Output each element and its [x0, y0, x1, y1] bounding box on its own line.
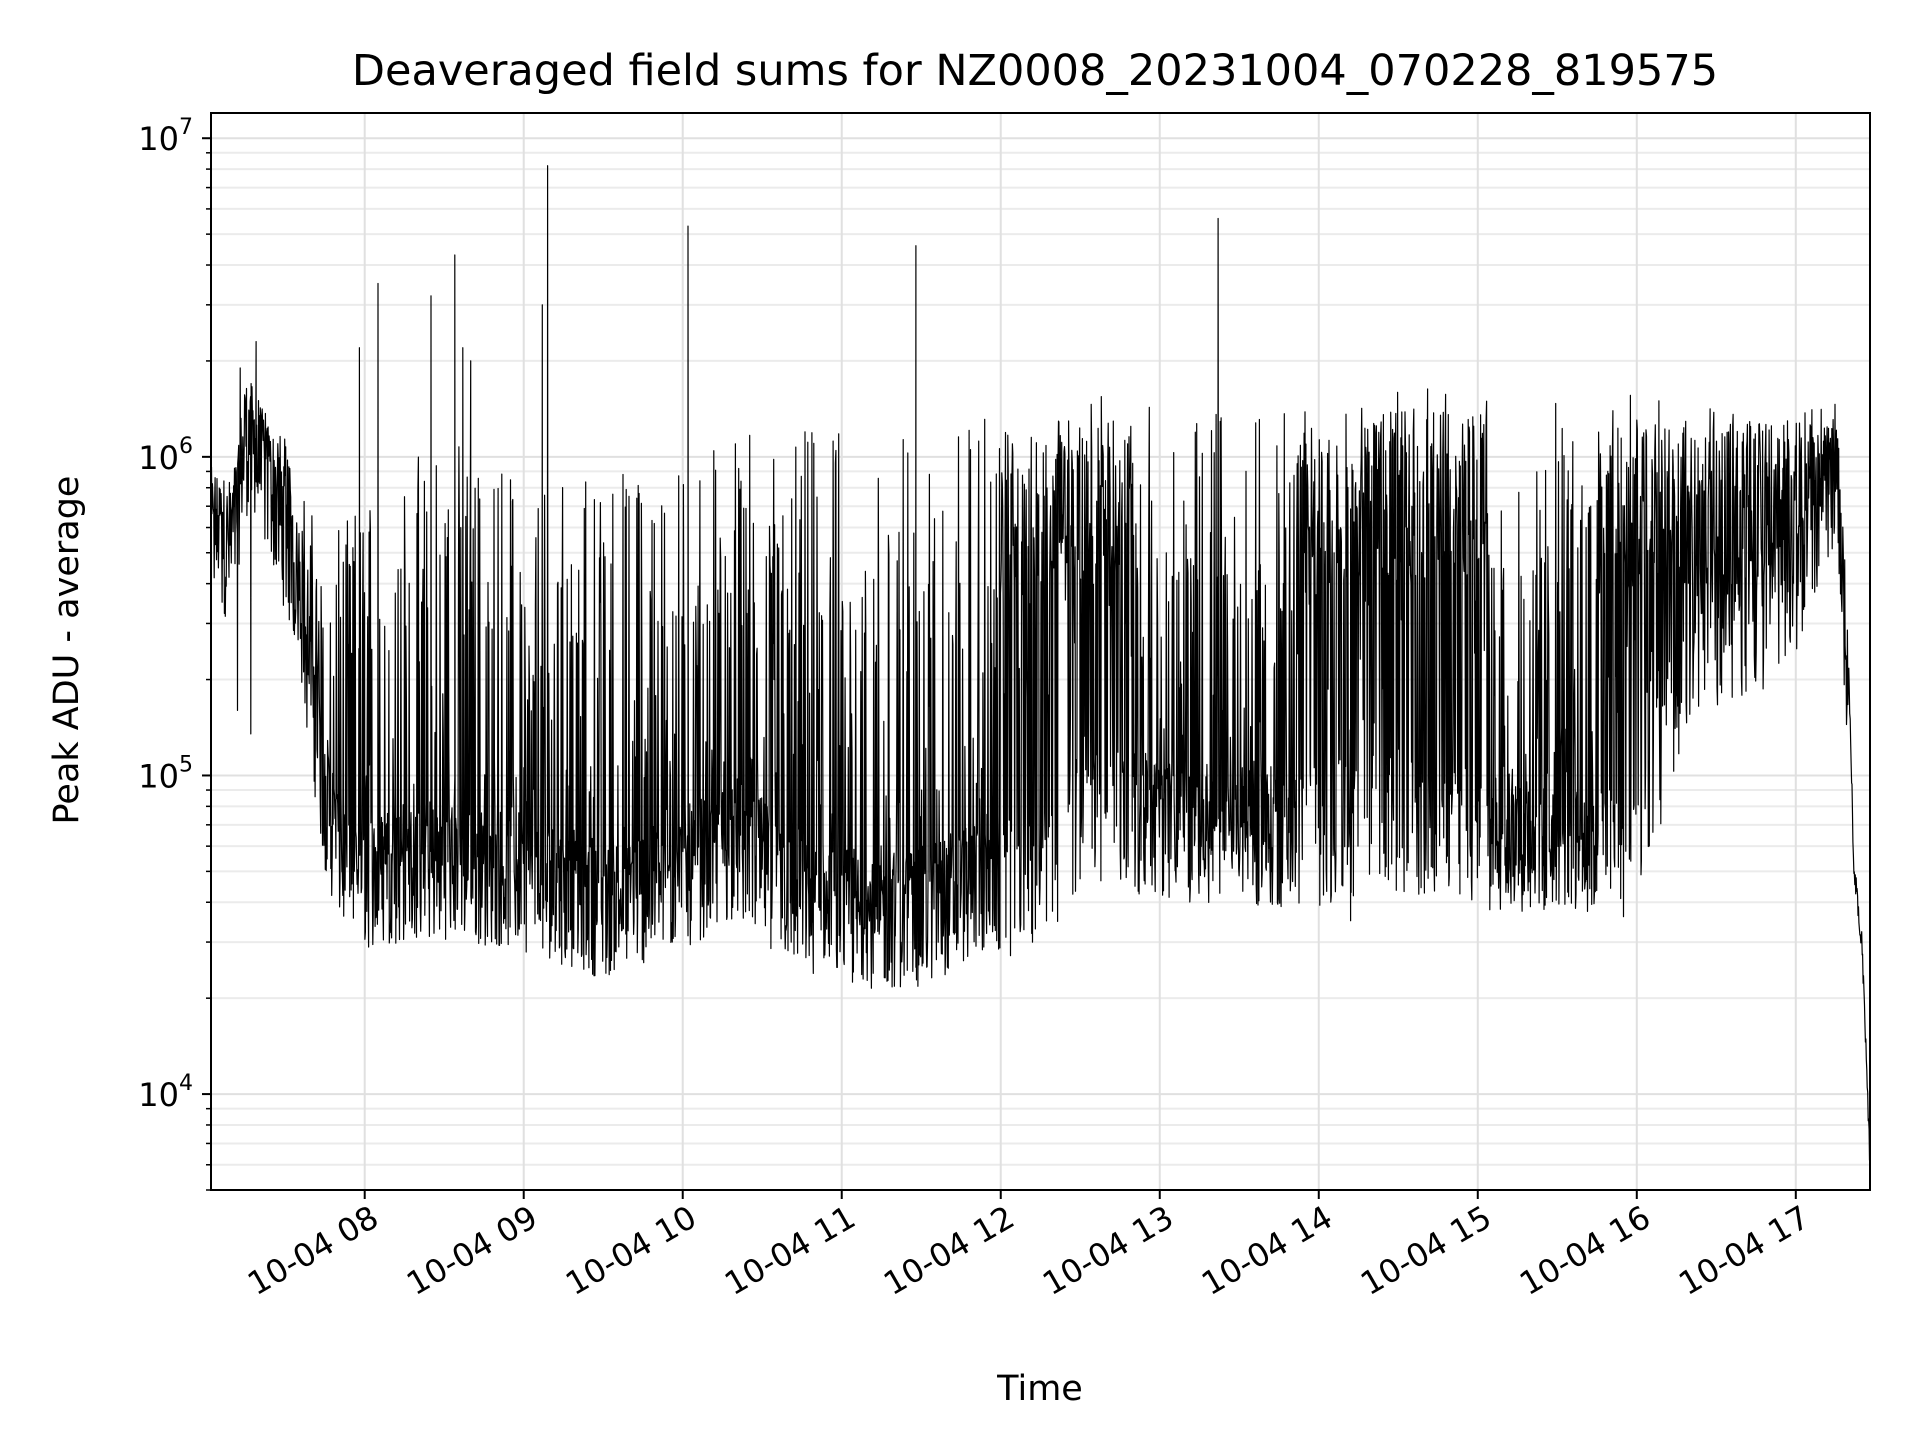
x-tick-label: 10-04 16 — [1513, 1198, 1657, 1303]
x-tick-label: 10-04 11 — [718, 1198, 862, 1303]
y-axis-title: Peak ADU - average — [47, 476, 87, 825]
x-axis-title: Time — [996, 1369, 1083, 1409]
x-tick-label: 10-04 10 — [559, 1198, 703, 1303]
x-tick-label: 10-04 08 — [241, 1198, 385, 1303]
series-line — [210, 165, 1871, 1161]
x-axis: 10-04 08 10-04 09 10-04 10 10-04 11 10-04 12… — [241, 1190, 1816, 1303]
data-series — [210, 165, 1871, 1161]
x-tick-label: 10-04 14 — [1195, 1198, 1339, 1303]
y-axis: 104 105 106 107 — [138, 115, 211, 1191]
y-tick-label: 106 — [138, 434, 193, 477]
y-tick-label: 105 — [138, 752, 193, 795]
x-tick-label: 10-04 17 — [1672, 1198, 1816, 1303]
chart-title: Deaveraged field sums for NZ0008_2023100… — [352, 46, 1718, 96]
y-tick-label: 107 — [138, 115, 193, 158]
x-tick-label: 10-04 09 — [400, 1198, 544, 1303]
y-tick-label: 104 — [138, 1071, 193, 1114]
x-tick-label: 10-04 13 — [1036, 1198, 1180, 1303]
plot-frame — [210, 112, 1871, 1191]
x-tick-label: 10-04 15 — [1354, 1198, 1498, 1303]
x-tick-label: 10-04 12 — [877, 1198, 1021, 1303]
